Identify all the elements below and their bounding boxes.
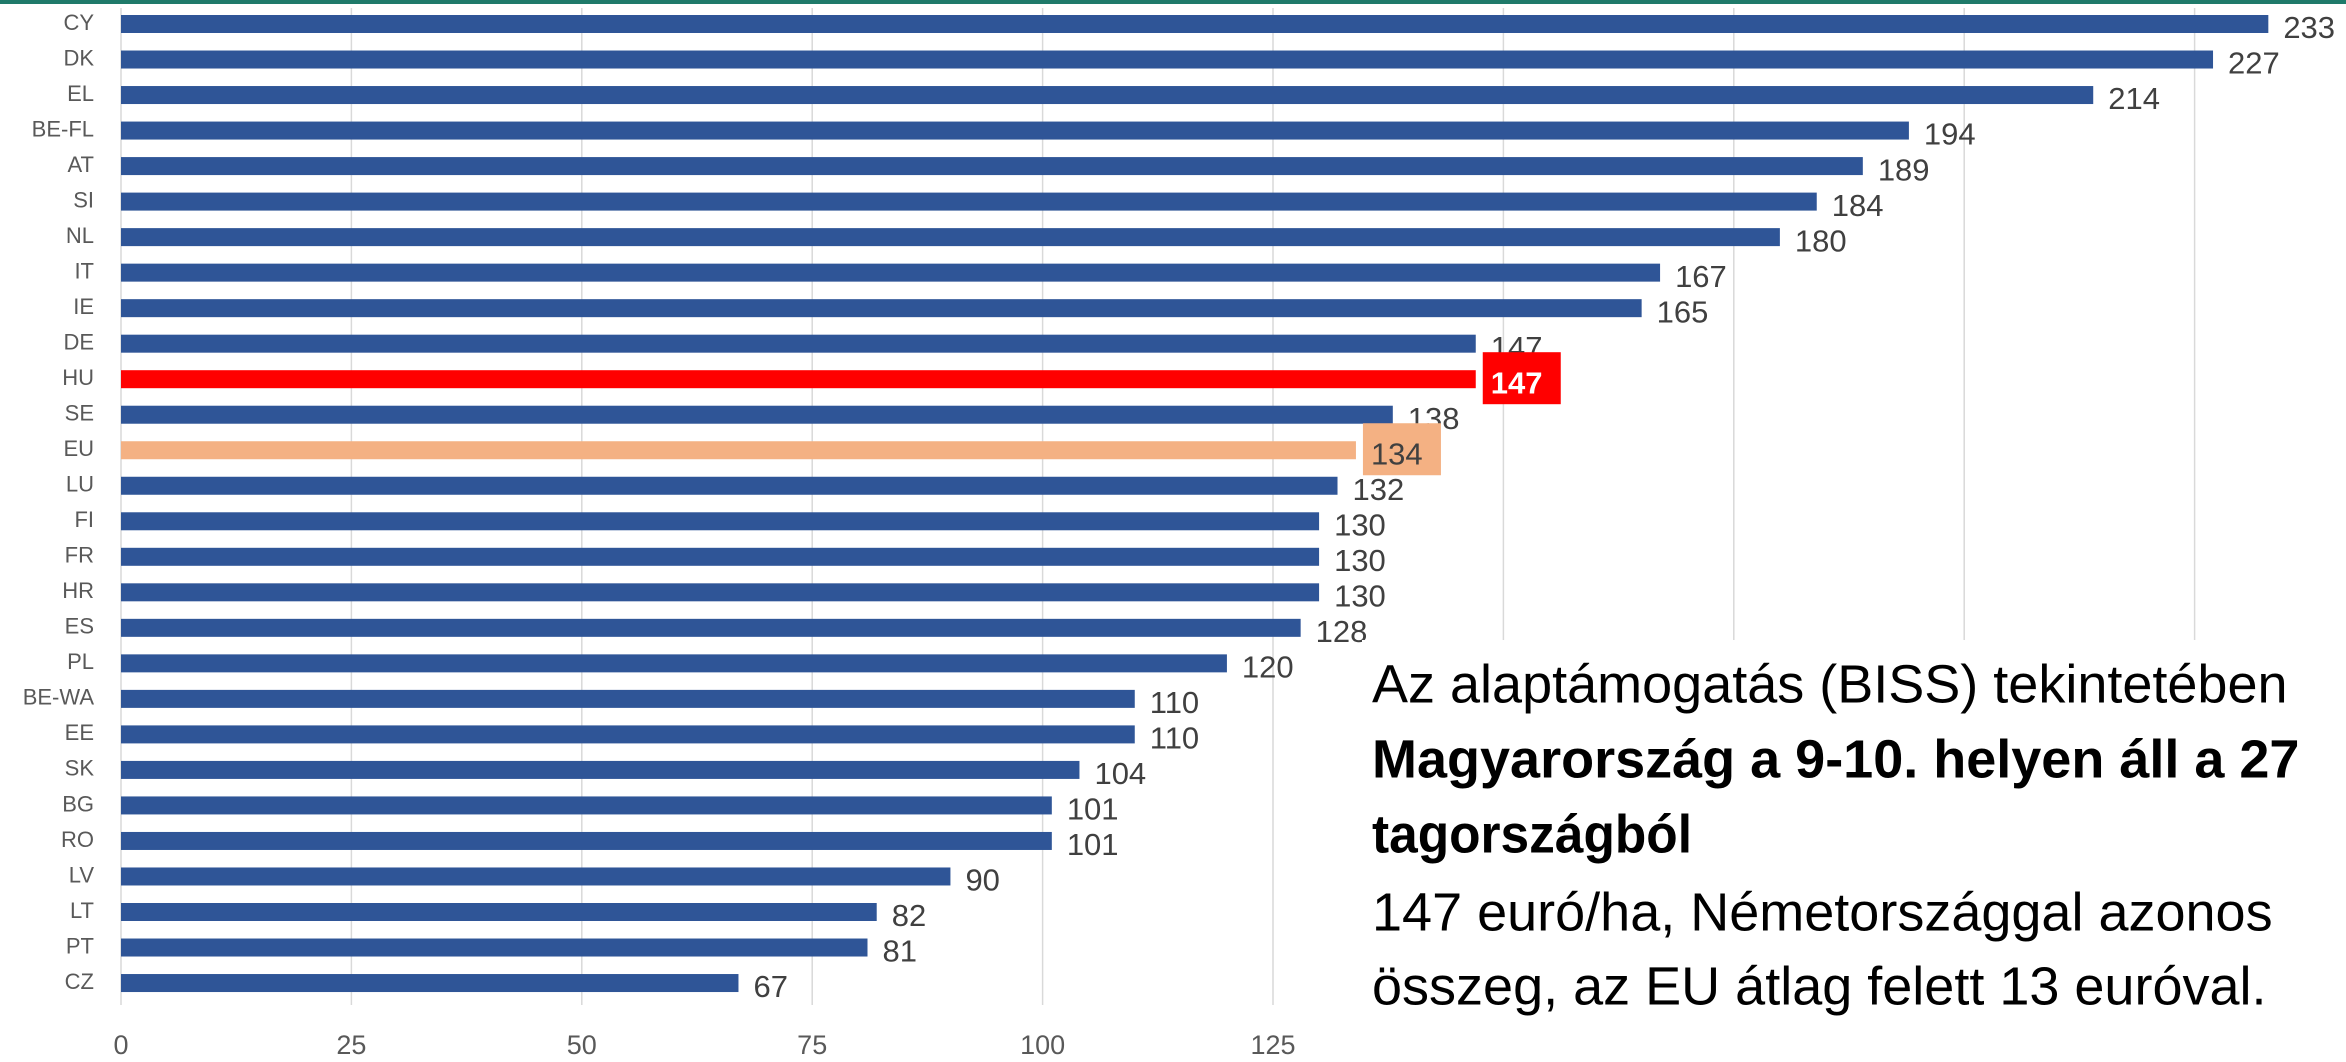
y-tick-label: AT — [68, 152, 94, 177]
value-label: 189 — [1878, 152, 1930, 187]
value-label: 130 — [1334, 543, 1386, 578]
y-tick-label: IE — [73, 294, 94, 319]
bar — [121, 654, 1227, 673]
y-tick-label: IT — [74, 258, 94, 283]
y-tick-label: PL — [67, 649, 94, 674]
value-label: 110 — [1150, 685, 1199, 720]
annotation-line: Magyarország a 9-10. helyen áll a 27 — [1372, 729, 2299, 789]
bar — [121, 903, 877, 921]
bar — [121, 618, 1301, 637]
value-label: 82 — [892, 898, 926, 933]
y-tick-label: FI — [74, 507, 94, 532]
value-label: 214 — [2108, 81, 2160, 116]
bar — [121, 263, 1661, 282]
y-tick-label: EU — [63, 436, 94, 461]
y-tick-label: SE — [65, 401, 94, 426]
y-tick-label: BE-WA — [23, 685, 95, 710]
bar — [121, 441, 1356, 460]
value-label-box — [1482, 352, 1561, 405]
value-label: 67 — [753, 969, 787, 1004]
x-tick-label: 125 — [1250, 1030, 1295, 1060]
value-label: 147 — [1491, 365, 1543, 400]
bar — [121, 192, 1817, 211]
bar — [121, 121, 1909, 140]
bar — [121, 689, 1135, 708]
y-tick-label: CY — [63, 10, 94, 35]
value-label: 120 — [1242, 650, 1294, 685]
y-tick-label: DK — [63, 45, 94, 70]
bar — [121, 15, 2269, 33]
bar — [121, 334, 1476, 353]
y-tick-label: PT — [66, 933, 94, 958]
x-tick-label: 100 — [1020, 1030, 1065, 1060]
value-label-box — [1362, 423, 1441, 476]
bar — [121, 867, 951, 886]
value-label: 134 — [1371, 436, 1423, 471]
annotation-line: összeg, az EU átlag felett 13 euróval. — [1372, 956, 2267, 1016]
bar — [121, 405, 1393, 424]
y-tick-label: EL — [67, 81, 94, 106]
y-tick-label: LV — [69, 862, 95, 887]
annotation-background — [1362, 640, 2346, 1062]
bar — [121, 547, 1320, 566]
y-tick-label: FR — [65, 543, 94, 568]
bar — [121, 370, 1476, 389]
bar — [121, 228, 1780, 247]
y-tick-label: NL — [66, 223, 94, 248]
value-label: 165 — [1657, 294, 1709, 329]
value-label: 132 — [1353, 472, 1405, 507]
bar — [121, 583, 1320, 602]
annotation-line: 147 euró/ha, Németországgal azonos — [1372, 882, 2273, 942]
annotation-line: Az alaptámogatás (BISS) tekintetében — [1372, 654, 2288, 714]
x-tick-label: 25 — [336, 1030, 366, 1060]
y-tick-label: BG — [62, 791, 94, 816]
bar — [121, 157, 1863, 176]
bar — [121, 760, 1080, 779]
value-label: 101 — [1067, 792, 1119, 827]
value-label: 233 — [2283, 10, 2335, 45]
value-label: 227 — [2228, 46, 2280, 81]
annotation-line: tagországból — [1372, 804, 1692, 864]
value-label: 104 — [1094, 756, 1146, 791]
bar — [121, 86, 2094, 105]
y-tick-label: SK — [65, 756, 95, 781]
y-tick-label: BE-FL — [32, 116, 94, 141]
bar — [121, 299, 1642, 318]
bar — [121, 831, 1052, 850]
bar — [121, 476, 1338, 495]
y-tick-label: HR — [62, 578, 94, 603]
y-tick-label: EE — [65, 720, 94, 745]
x-tick-label: 75 — [797, 1030, 827, 1060]
value-label: 81 — [882, 934, 916, 969]
y-tick-label: HU — [62, 365, 94, 390]
bar — [121, 512, 1320, 531]
value-label: 167 — [1675, 259, 1727, 294]
value-label: 101 — [1067, 827, 1119, 862]
bar — [121, 974, 739, 993]
y-tick-label: RO — [61, 827, 94, 852]
x-tick-label: 50 — [567, 1030, 597, 1060]
top-rule — [0, 0, 2346, 4]
bar — [121, 725, 1135, 744]
y-tick-label: LT — [70, 898, 94, 923]
y-tick-label: SI — [73, 187, 94, 212]
y-tick-label: CZ — [65, 969, 94, 994]
value-label: 184 — [1832, 188, 1884, 223]
y-tick-label: LU — [66, 472, 94, 497]
bar — [121, 938, 868, 957]
x-tick-label: 0 — [113, 1030, 128, 1060]
y-tick-label: ES — [65, 614, 94, 639]
bar — [121, 50, 2214, 69]
value-label: 110 — [1150, 721, 1199, 756]
y-tick-label: DE — [63, 329, 94, 354]
value-label: 180 — [1795, 223, 1847, 258]
value-label: 90 — [965, 863, 999, 898]
value-label: 194 — [1924, 117, 1976, 152]
bar — [121, 796, 1052, 815]
value-label: 130 — [1334, 507, 1386, 542]
value-label: 130 — [1334, 579, 1386, 614]
value-label: 128 — [1316, 614, 1368, 649]
